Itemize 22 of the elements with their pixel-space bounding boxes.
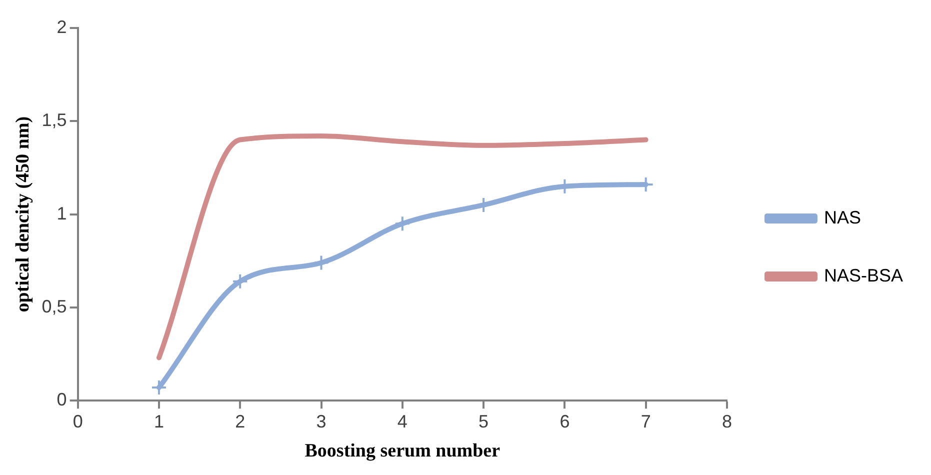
legend-label: NAS-BSA <box>824 265 904 286</box>
x-tick-label: 8 <box>722 411 732 432</box>
legend-label: NAS <box>824 207 861 228</box>
point <box>394 216 410 232</box>
y-axis-title: optical dencity (450 nm) <box>12 116 34 312</box>
x-tick-label: 6 <box>560 411 570 432</box>
y-tick-label: 0 <box>56 390 67 410</box>
x-tick-label: 1 <box>154 411 164 432</box>
x-axis-title: Boosting serum number <box>304 440 501 462</box>
y-tick-label: 0,5 <box>42 296 67 316</box>
y-tick-label: 2 <box>56 16 67 37</box>
point <box>313 254 330 271</box>
x-tick-label: 2 <box>235 411 246 432</box>
x-tick-label: 4 <box>397 411 408 432</box>
point <box>150 380 167 396</box>
x-tick-label: 5 <box>478 411 489 432</box>
point <box>232 273 248 290</box>
x-tick-label: 3 <box>316 411 326 432</box>
y-tick-label: 1,5 <box>42 110 67 130</box>
x-tick-label: 0 <box>72 411 83 432</box>
y-tick-label: 1 <box>56 203 67 224</box>
x-tick-label: 7 <box>640 411 651 432</box>
